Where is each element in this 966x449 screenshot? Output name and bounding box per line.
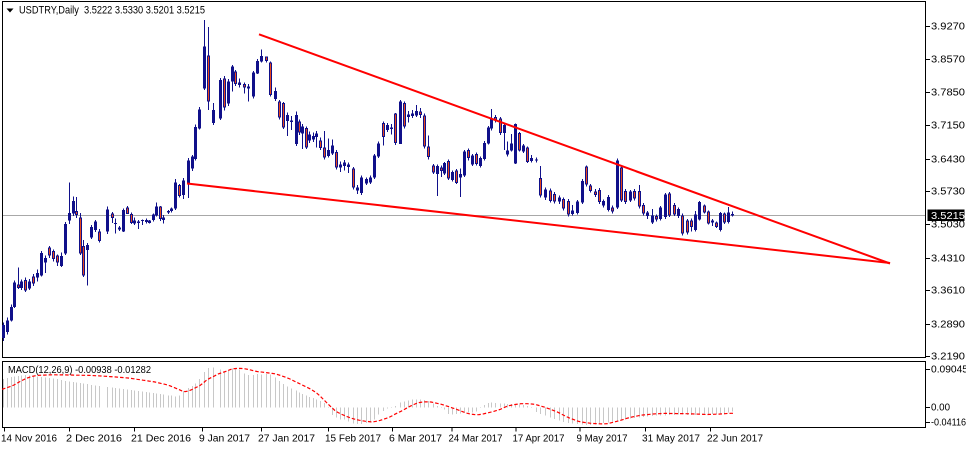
svg-text:27 Jan 2017: 27 Jan 2017 — [258, 434, 315, 445]
svg-text:3.8570: 3.8570 — [931, 55, 966, 66]
svg-text:USDTRY,Daily 3.5222 3.5330 3.: USDTRY,Daily 3.5222 3.5330 3.5201 3.5215 — [19, 5, 205, 17]
svg-text:9 Jan 2017: 9 Jan 2017 — [199, 434, 250, 445]
svg-text:2 Dec 2016: 2 Dec 2016 — [66, 434, 123, 445]
svg-text:3.5730: 3.5730 — [931, 187, 966, 198]
svg-text:0.00: 0.00 — [931, 403, 951, 414]
svg-text:3.4310: 3.4310 — [931, 254, 966, 265]
svg-text:3.2190: 3.2190 — [931, 352, 966, 363]
svg-text:9 May 2017: 9 May 2017 — [577, 434, 628, 445]
svg-text:21 Dec 2016: 21 Dec 2016 — [131, 434, 192, 445]
svg-text:3.9270: 3.9270 — [931, 22, 966, 33]
svg-text:3.5030: 3.5030 — [931, 220, 966, 231]
svg-text:0.09045: 0.09045 — [931, 365, 966, 376]
svg-text:3.6430: 3.6430 — [931, 155, 966, 166]
svg-text:14 Nov 2016: 14 Nov 2016 — [1, 434, 58, 445]
svg-text:-0.04116: -0.04116 — [931, 418, 966, 429]
svg-text:17 Apr 2017: 17 Apr 2017 — [513, 434, 565, 445]
svg-text:24 Mar 2017: 24 Mar 2017 — [449, 434, 503, 445]
svg-text:31 May 2017: 31 May 2017 — [642, 434, 700, 445]
svg-text:3.5215: 3.5215 — [931, 211, 965, 222]
svg-text:3.7150: 3.7150 — [931, 121, 966, 132]
svg-text:MACD(12,26,9) -0.00938 -0.0128: MACD(12,26,9) -0.00938 -0.01282 — [8, 364, 151, 376]
svg-text:15 Feb 2017: 15 Feb 2017 — [325, 434, 381, 445]
svg-text:3.2890: 3.2890 — [931, 320, 966, 331]
svg-text:3.7850: 3.7850 — [931, 88, 966, 99]
svg-text:6 Mar 2017: 6 Mar 2017 — [389, 434, 442, 445]
svg-text:22 Jun 2017: 22 Jun 2017 — [707, 434, 763, 445]
svg-text:3.3610: 3.3610 — [931, 286, 966, 297]
